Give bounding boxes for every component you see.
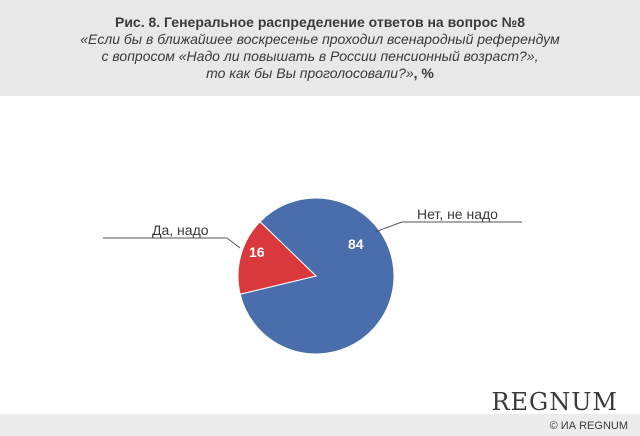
chart-title: Рис. 8. Генеральное распределение ответо… [114, 14, 526, 30]
copyright-text: © ИА REGNUM [549, 420, 628, 432]
subtitle-line-2: с вопросом «Надо ли повышать в России пе… [101, 48, 539, 64]
footer-bar [0, 414, 640, 436]
pie-slices [237, 197, 395, 355]
leader-line-no [374, 221, 403, 233]
chart-subtitle: «Если бы в ближайшее воскресенье проходи… [0, 31, 640, 82]
header-band: Рис. 8. Генеральное распределение ответо… [0, 0, 640, 96]
slice-value-yes: 16 [249, 244, 265, 260]
subtitle-line-3-text: то как бы Вы проголосовали?» [206, 65, 414, 81]
pie-slice-no [239, 197, 395, 355]
subtitle-unit: , % [413, 65, 434, 81]
leader-line-yes [226, 237, 241, 249]
slice-label-no: Нет, не надо [417, 206, 498, 222]
slice-label-yes: Да, надо [152, 222, 209, 238]
subtitle-line-1: «Если бы в ближайшее воскресенье проходи… [80, 31, 560, 47]
pie-slice-yes [237, 221, 318, 295]
subtitle-line-3: то как бы Вы проголосовали?», % [0, 65, 640, 82]
slice-value-no: 84 [348, 236, 364, 252]
regnum-logo: REGNUM [491, 388, 618, 416]
